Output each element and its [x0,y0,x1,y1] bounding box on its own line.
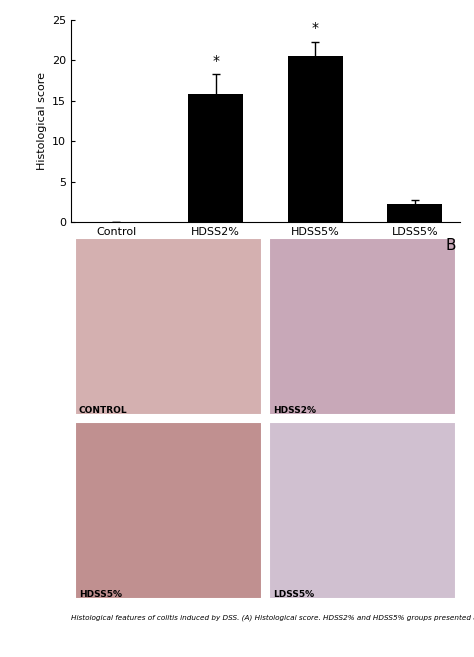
Bar [288,56,343,222]
Bar [269,238,456,415]
Text: *: * [212,53,219,68]
Bar [269,422,456,599]
Bar [75,422,262,599]
Bar [387,204,442,222]
Text: *: * [312,21,319,35]
Text: B: B [446,238,456,253]
Text: CONTROL: CONTROL [79,405,128,415]
Bar [264,234,266,602]
Bar [75,238,262,415]
Y-axis label: Histological score: Histological score [36,72,46,170]
Text: LDSS5%: LDSS5% [273,590,314,599]
Bar [71,418,460,419]
Bar [188,94,243,222]
Text: HDSS5%: HDSS5% [79,590,122,599]
Text: Histological features of colitis induced by DSS. (A) Histological score. HDSS2% : Histological features of colitis induced… [71,614,474,621]
Text: HDSS2%: HDSS2% [273,405,316,415]
